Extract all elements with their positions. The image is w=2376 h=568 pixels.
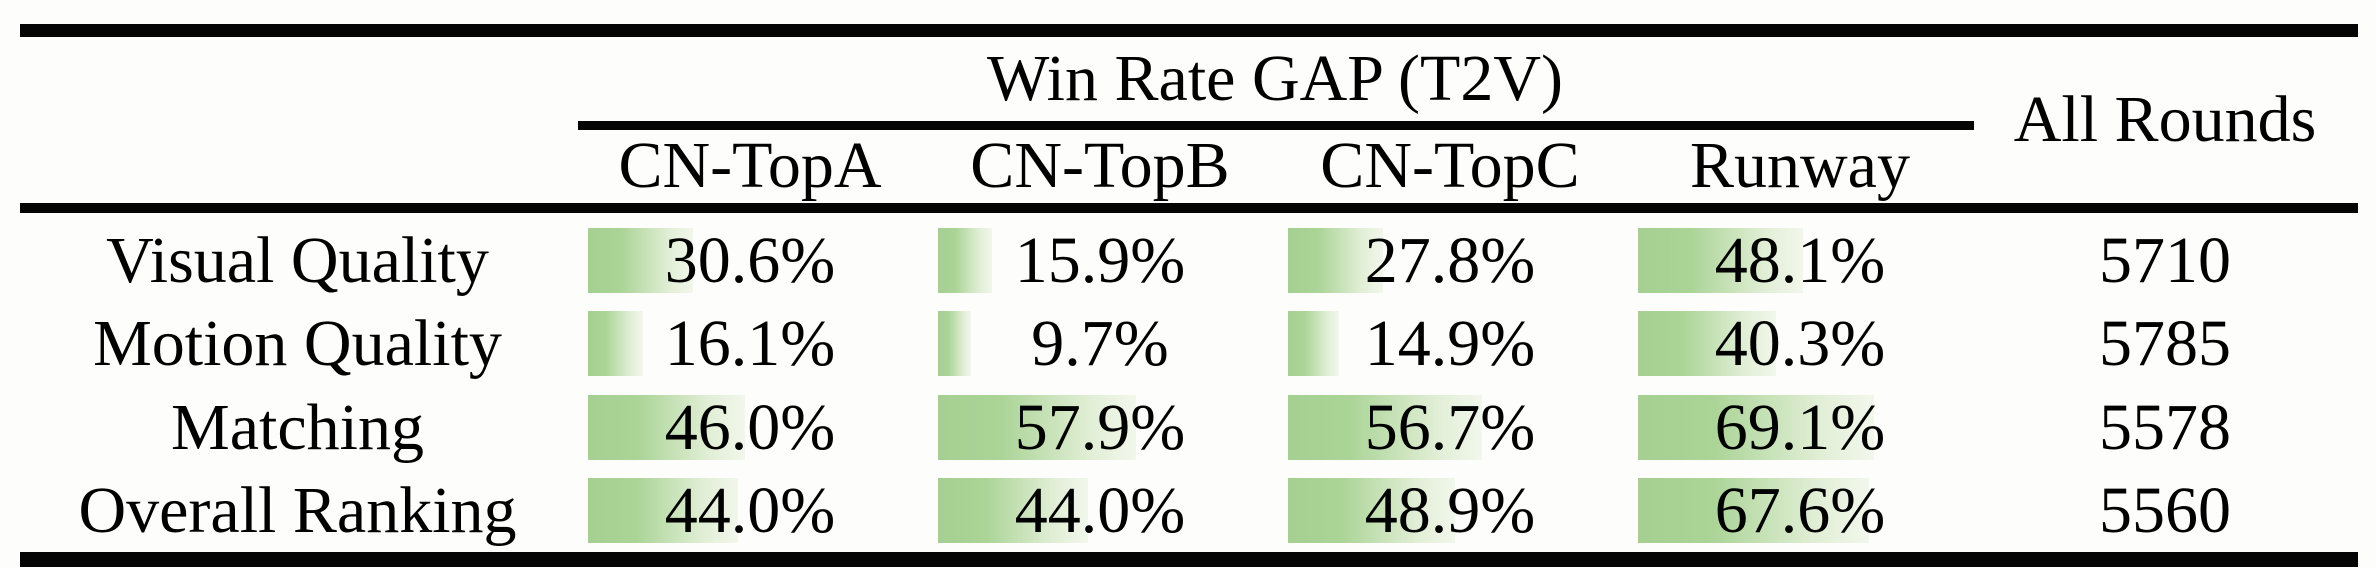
value-text: 69.1% [1714, 390, 1886, 464]
data-bar [938, 228, 993, 293]
row-label-cell: Matching [20, 386, 575, 469]
data-bar [1638, 395, 1875, 460]
value-cell: 69.1% [1625, 386, 1975, 469]
value-text: 30.6% [664, 223, 836, 297]
data-bar [588, 228, 693, 293]
data-bar [1638, 228, 1803, 293]
group-header: Win Rate GAP (T2V) [575, 37, 1975, 121]
value-text: 48.9% [1364, 473, 1536, 547]
value-cell: 48.9% [1275, 469, 1625, 552]
value-text: 67.6% [1714, 473, 1886, 547]
data-bar [1288, 311, 1339, 376]
row-label-cell: Visual Quality [20, 219, 575, 302]
row-label-cell: Motion Quality [20, 302, 575, 385]
all-rounds-header-label: All Rounds [2013, 83, 2317, 156]
value-cell: 40.3% [1625, 302, 1975, 385]
value-text: 44.0% [1014, 473, 1186, 547]
data-bar [588, 478, 739, 543]
value-cell: 44.0% [575, 469, 925, 552]
group-header-underline-rule [578, 121, 1974, 130]
all-rounds-cell: 5710 [1975, 219, 2355, 302]
row-label: Overall Ranking [78, 473, 517, 547]
value-text: 46.0% [664, 390, 836, 464]
value-cell: 30.6% [575, 219, 925, 302]
value-text: 56.7% [1364, 390, 1536, 464]
table-row: Motion Quality 16.1% 9.7% 14.9% 40.3% 57… [0, 302, 2376, 385]
value-text: 40.3% [1714, 306, 1886, 380]
data-bar [1638, 311, 1776, 376]
column-header-label: Runway [1690, 128, 1910, 202]
value-text: 9.7% [1031, 306, 1169, 380]
value-cell: 57.9% [925, 386, 1275, 469]
value-cell: 16.1% [575, 302, 925, 385]
column-header-cn-topb: CN-TopB [925, 128, 1275, 203]
value-cell: 46.0% [575, 386, 925, 469]
value-text: 48.1% [1714, 223, 1886, 297]
all-rounds-cell: 5785 [1975, 302, 2355, 385]
header-bottom-rule [20, 203, 2358, 213]
value-cell: 9.7% [925, 302, 1275, 385]
table-row: Overall Ranking 44.0% 44.0% 48.9% 67.6% … [0, 469, 2376, 552]
group-header-label: Win Rate GAP (T2V) [987, 42, 1563, 115]
all-rounds-value: 5578 [2099, 390, 2231, 464]
all-rounds-value: 5560 [2099, 473, 2231, 547]
data-bar [588, 395, 746, 460]
bottom-border-rule [20, 552, 2358, 567]
value-text: 15.9% [1014, 223, 1186, 297]
all-rounds-value: 5710 [2099, 223, 2231, 297]
column-header-cn-topc: CN-TopC [1275, 128, 1625, 203]
row-label: Matching [171, 390, 424, 464]
value-text: 14.9% [1364, 306, 1536, 380]
value-text: 57.9% [1014, 390, 1186, 464]
value-cell: 15.9% [925, 219, 1275, 302]
value-text: 44.0% [664, 473, 836, 547]
all-rounds-cell: 5560 [1975, 469, 2355, 552]
all-rounds-value: 5785 [2099, 306, 2231, 380]
value-cell: 44.0% [925, 469, 1275, 552]
data-bar [1638, 478, 1870, 543]
column-header-all-rounds: All Rounds [1975, 37, 2355, 203]
column-header-label: CN-TopA [618, 128, 882, 202]
column-header-label: CN-TopB [970, 128, 1230, 202]
column-header-cn-topa: CN-TopA [575, 128, 925, 203]
value-cell: 56.7% [1275, 386, 1625, 469]
column-header-label: CN-TopC [1320, 128, 1580, 202]
value-text: 27.8% [1364, 223, 1536, 297]
column-header-runway: Runway [1625, 128, 1975, 203]
data-bar [588, 311, 644, 376]
data-bar [938, 311, 972, 376]
data-bar [1288, 228, 1384, 293]
row-label: Motion Quality [93, 306, 502, 380]
table-row: Matching 46.0% 57.9% 56.7% 69.1% 5578 [0, 386, 2376, 469]
data-bar [1288, 395, 1482, 460]
row-label: Visual Quality [106, 223, 489, 297]
value-cell: 14.9% [1275, 302, 1625, 385]
data-bar [938, 478, 1089, 543]
data-bar [938, 395, 1137, 460]
table-row: Visual Quality 30.6% 15.9% 27.8% 48.1% 5… [0, 219, 2376, 302]
data-bar [1288, 478, 1456, 543]
value-cell: 48.1% [1625, 219, 1975, 302]
value-cell: 27.8% [1275, 219, 1625, 302]
all-rounds-cell: 5578 [1975, 386, 2355, 469]
row-label-cell: Overall Ranking [20, 469, 575, 552]
value-cell: 67.6% [1625, 469, 1975, 552]
value-text: 16.1% [664, 306, 836, 380]
top-border-rule [20, 24, 2358, 37]
